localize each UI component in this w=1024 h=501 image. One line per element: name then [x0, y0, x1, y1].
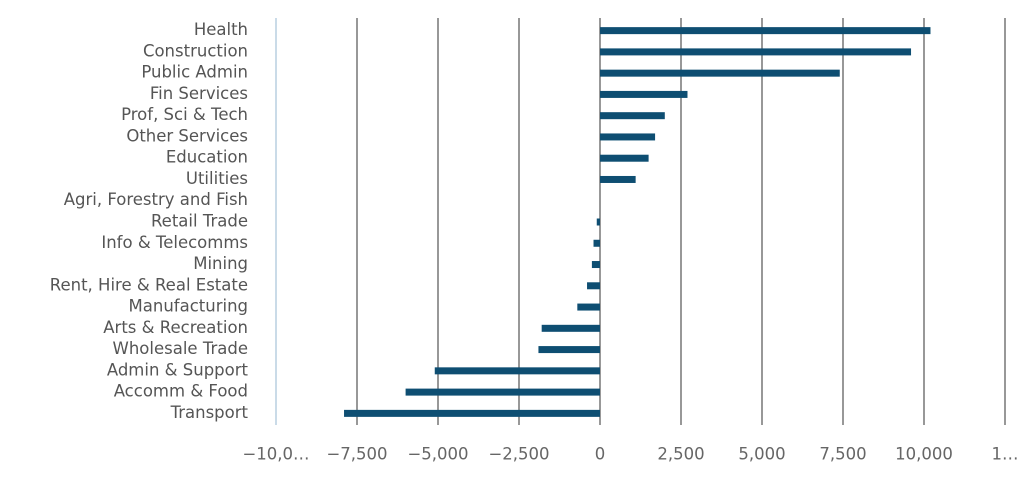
y-tick-label: Rent, Hire & Real Estate — [50, 275, 248, 294]
y-tick-label: Mining — [193, 254, 248, 273]
y-tick-label: Agri, Forestry and Fish — [64, 190, 248, 209]
x-tick-label: −7,500 — [326, 445, 387, 464]
x-tick-label: 2,500 — [657, 445, 704, 464]
y-tick-label: Info & Telecomms — [101, 233, 248, 252]
bar — [600, 69, 840, 77]
y-tick-label: Utilities — [186, 169, 248, 188]
x-tick-label: 10,000 — [895, 445, 953, 464]
bar — [591, 261, 600, 269]
y-tick-label: Prof, Sci & Tech — [121, 105, 248, 124]
x-tick-label: 0 — [595, 445, 606, 464]
y-tick-label: Retail Trade — [151, 212, 248, 231]
bar — [600, 175, 636, 183]
bar — [600, 154, 649, 162]
bar — [596, 218, 600, 226]
y-tick-label: Health — [194, 20, 248, 39]
bar — [600, 48, 912, 56]
y-tick-label: Arts & Recreation — [103, 318, 248, 337]
x-tick-label: −2,500 — [488, 445, 549, 464]
bar — [593, 239, 600, 247]
y-tick-label: Accomm & Food — [114, 382, 248, 401]
bar — [538, 346, 600, 354]
x-tick-label: 7,500 — [819, 445, 866, 464]
bar — [577, 303, 600, 311]
y-tick-label: Wholesale Trade — [113, 339, 248, 358]
x-tick-label: 1… — [992, 445, 1019, 464]
x-tick-label: −5,000 — [407, 445, 468, 464]
bar — [600, 90, 688, 98]
y-tick-label: Transport — [170, 403, 249, 422]
y-tick-label: Fin Services — [150, 84, 248, 103]
x-tick-label: 5,000 — [738, 445, 785, 464]
bar — [587, 282, 600, 290]
x-tick-label: −10,0… — [242, 445, 309, 464]
bar — [434, 367, 600, 375]
y-tick-label: Construction — [143, 41, 248, 60]
y-tick-label: Manufacturing — [129, 297, 248, 316]
y-tick-label: Other Services — [126, 126, 248, 145]
bar — [541, 324, 600, 332]
y-tick-label: Public Admin — [141, 63, 248, 82]
bar — [600, 112, 665, 120]
bar — [405, 388, 600, 396]
bar — [600, 27, 931, 35]
bar — [600, 133, 656, 141]
y-tick-label: Education — [166, 148, 248, 167]
bar — [344, 409, 600, 417]
y-tick-label: Admin & Support — [107, 360, 249, 379]
